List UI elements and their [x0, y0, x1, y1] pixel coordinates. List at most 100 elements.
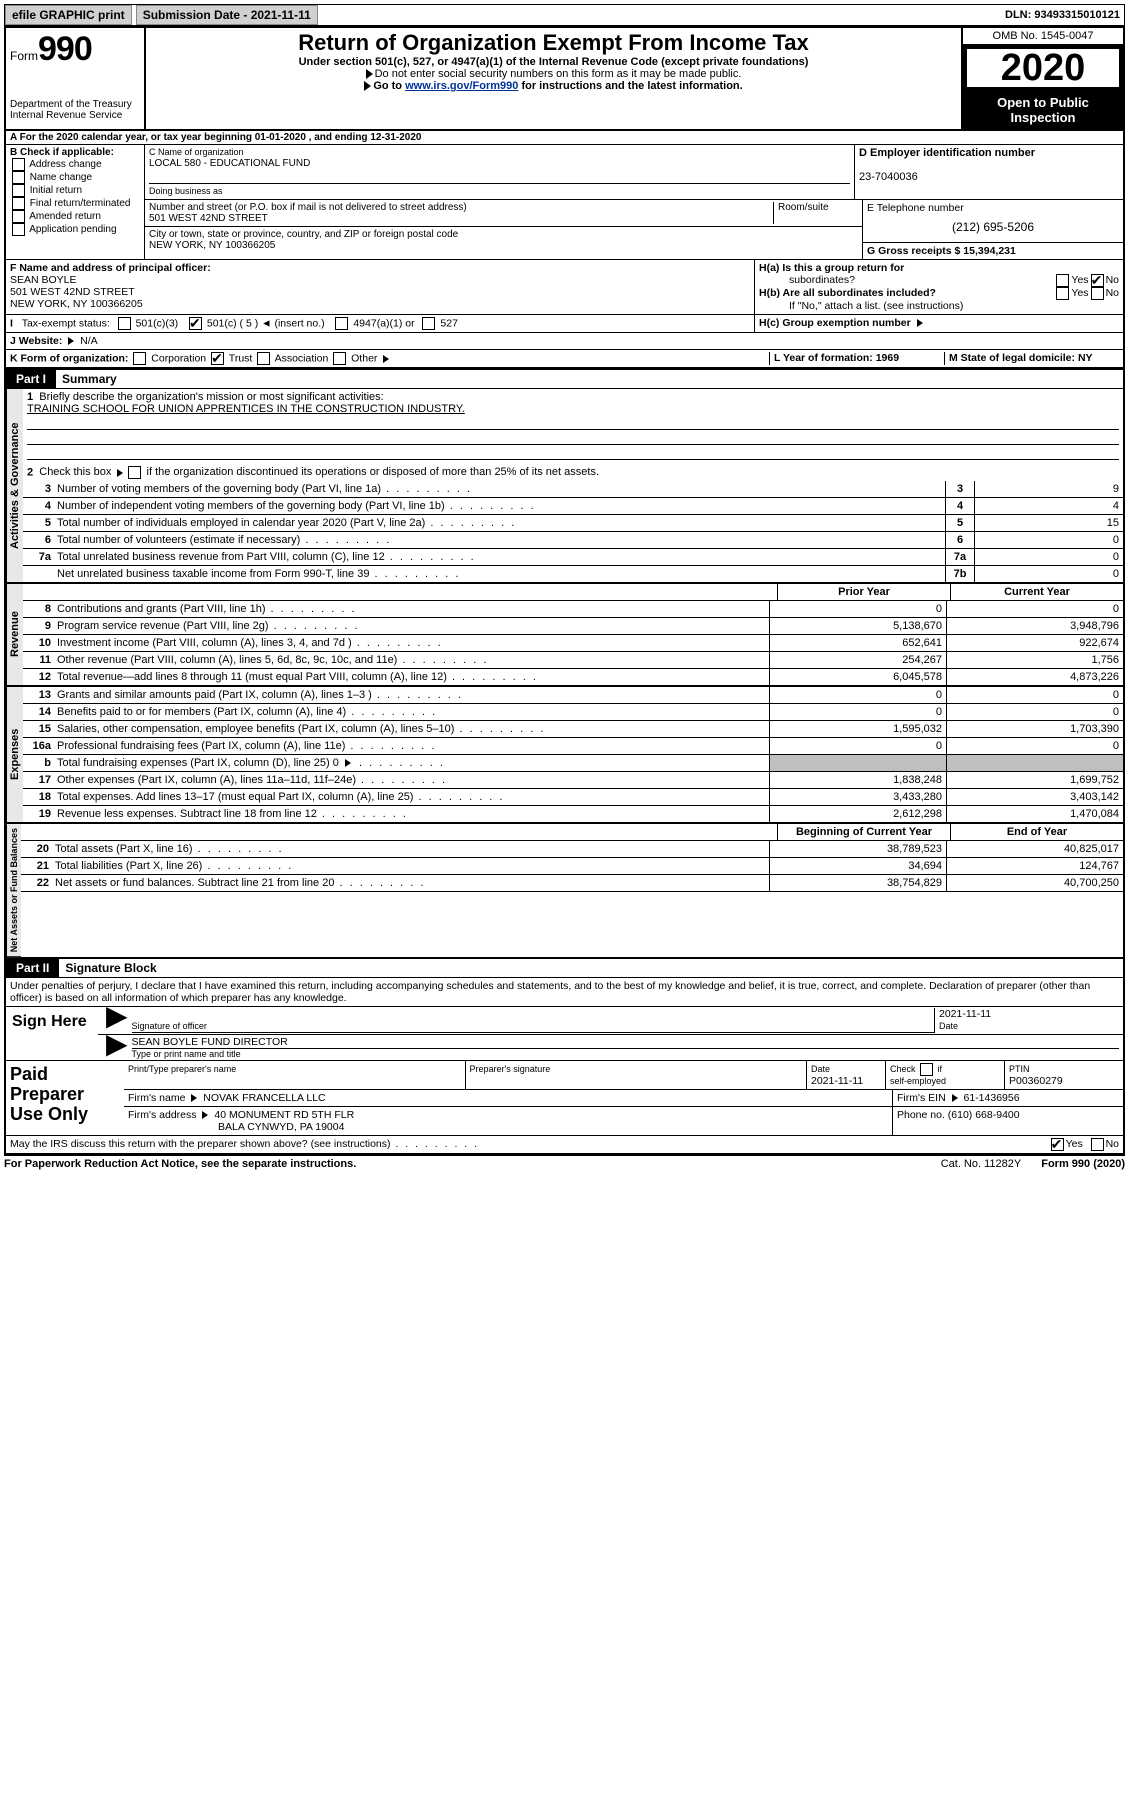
no-label: No	[1106, 274, 1119, 287]
summary-line: 12Total revenue—add lines 8 through 11 (…	[23, 669, 1123, 686]
yes-label: Yes	[1066, 1138, 1083, 1151]
addr-change-checkbox[interactable]	[12, 158, 25, 171]
501c-checkbox[interactable]	[189, 317, 202, 330]
opt-amended: Amended return	[29, 211, 101, 222]
firm-name-value: NOVAK FRANCELLA LLC	[203, 1092, 325, 1104]
initial-return-checkbox[interactable]	[12, 184, 25, 197]
top-bar: efile GRAPHIC print Submission Date - 20…	[4, 4, 1125, 26]
form-title-box: Return of Organization Exempt From Incom…	[146, 28, 961, 129]
mission-text: TRAINING SCHOOL FOR UNION APPRENTICES IN…	[27, 403, 465, 415]
line2-text: Check this box if the organization disco…	[39, 466, 599, 478]
box-f: F Name and address of principal officer:…	[6, 260, 755, 314]
part2-header: Part II Signature Block	[6, 957, 1123, 978]
page-footer: For Paperwork Reduction Act Notice, see …	[4, 1156, 1125, 1170]
box-d: D Employer identification number 23-7040…	[854, 145, 1123, 199]
self-employed-checkbox[interactable]	[920, 1063, 933, 1076]
open-inspection: Open to Public Inspection	[963, 91, 1123, 129]
triangle-icon	[952, 1094, 958, 1102]
triangle-icon	[364, 81, 371, 91]
firm-addr2-value: BALA CYNWYD, PA 19004	[128, 1121, 344, 1133]
summary-line: 17Other expenses (Part IX, column (A), l…	[23, 772, 1123, 789]
irs-link[interactable]: www.irs.gov/Form990	[405, 80, 518, 92]
dln-text: DLN: 93493315010121	[1005, 9, 1124, 21]
pending-checkbox[interactable]	[12, 223, 25, 236]
netassets-tab: Net Assets or Fund Balances	[6, 824, 21, 957]
box-b-title: B Check if applicable:	[10, 147, 114, 158]
year-formation: L Year of formation: 1969	[774, 352, 899, 364]
ha-no-checkbox[interactable]	[1091, 274, 1104, 287]
501c3-checkbox[interactable]	[118, 317, 131, 330]
type-name-label: Type or print name and title	[132, 1048, 1119, 1059]
hb-no-checkbox[interactable]	[1091, 287, 1104, 300]
yes-label: Yes	[1071, 274, 1088, 287]
begin-end-header: Beginning of Current Year End of Year	[21, 824, 1123, 841]
no-label: No	[1106, 1138, 1119, 1151]
summary-line: 16aProfessional fundraising fees (Part I…	[23, 738, 1123, 755]
triangle-icon	[383, 355, 389, 363]
4947-checkbox[interactable]	[335, 317, 348, 330]
527-checkbox[interactable]	[422, 317, 435, 330]
omb-number: OMB No. 1545-0047	[963, 28, 1123, 45]
ha-yes-checkbox[interactable]	[1056, 274, 1069, 287]
form-subtitle: Under section 501(c), 527, or 4947(a)(1)…	[152, 56, 955, 68]
box-hc: H(c) Group exemption number	[755, 315, 1123, 332]
triangle-icon	[917, 319, 923, 327]
summary-line: 22Net assets or fund balances. Subtract …	[21, 875, 1123, 892]
opt-assoc: Association	[275, 352, 329, 364]
name-change-checkbox[interactable]	[12, 171, 25, 184]
city-value: NEW YORK, NY 100366205	[149, 240, 275, 251]
discuss-no-checkbox[interactable]	[1091, 1138, 1104, 1151]
opt-527: 527	[440, 317, 458, 329]
line1-label: Briefly describe the organization's miss…	[39, 391, 383, 403]
year-box: OMB No. 1545-0047 2020 Open to Public In…	[961, 28, 1123, 129]
hb-yes-checkbox[interactable]	[1056, 287, 1069, 300]
opt-corp: Corporation	[151, 352, 206, 364]
opt-addr-change: Address change	[29, 159, 101, 170]
hb-label: H(b) Are all subordinates included?	[759, 287, 1054, 300]
firm-name-label: Firm's name	[128, 1092, 188, 1104]
end-year-header: End of Year	[950, 824, 1123, 840]
summary-line: 9Program service revenue (Part VIII, lin…	[23, 618, 1123, 635]
tax-year: 2020	[963, 45, 1123, 91]
triangle-icon	[366, 69, 373, 79]
prep-date-value: 2021-11-11	[811, 1075, 863, 1087]
efile-print-button[interactable]: efile GRAPHIC print	[5, 5, 132, 25]
summary-line: 4Number of independent voting members of…	[23, 498, 1123, 515]
gross-receipts: G Gross receipts $ 15,394,231	[867, 245, 1016, 257]
revenue-tab: Revenue	[6, 584, 23, 686]
ein-label: D Employer identification number	[859, 147, 1035, 159]
form-org-label: K Form of organization:	[10, 352, 128, 364]
row-k: K Form of organization: Corporation Trus…	[6, 350, 1123, 368]
expenses-tab: Expenses	[6, 687, 23, 823]
discuss-yes-checkbox[interactable]	[1051, 1138, 1064, 1151]
ssn-note: Do not enter social security numbers on …	[375, 68, 742, 80]
line2-checkbox[interactable]	[128, 466, 141, 479]
box-c-address: Number and street (or P.O. box if mail i…	[145, 200, 863, 259]
trust-checkbox[interactable]	[211, 352, 224, 365]
triangle-icon	[191, 1094, 197, 1102]
blank-line	[27, 432, 1119, 445]
triangle-icon	[68, 337, 74, 345]
summary-line: bTotal fundraising expenses (Part IX, co…	[23, 755, 1123, 772]
ein-value: 23-7040036	[859, 171, 918, 183]
opt-name-change: Name change	[30, 172, 92, 183]
goto-pre: Go to	[373, 80, 405, 92]
summary-line: 18Total expenses. Add lines 13–17 (must …	[23, 789, 1123, 806]
opt-501c5: 501(c) ( 5 )	[207, 317, 258, 329]
summary-line: Net unrelated business taxable income fr…	[23, 566, 1123, 583]
opt-other: Other	[351, 352, 377, 364]
prep-date-label: Date	[811, 1064, 830, 1074]
amended-checkbox[interactable]	[12, 210, 25, 223]
corp-checkbox[interactable]	[133, 352, 146, 365]
form-title: Return of Organization Exempt From Incom…	[152, 30, 955, 56]
other-checkbox[interactable]	[333, 352, 346, 365]
assoc-checkbox[interactable]	[257, 352, 270, 365]
summary-line: 6Total number of volunteers (estimate if…	[23, 532, 1123, 549]
officer-name: SEAN BOYLE	[10, 274, 77, 286]
box-e: E Telephone number (212) 695-5206	[863, 200, 1123, 243]
summary-line: 7aTotal unrelated business revenue from …	[23, 549, 1123, 566]
part1-header: Part I Summary	[6, 368, 1123, 389]
final-return-checkbox[interactable]	[12, 197, 25, 210]
website-label: J Website:	[10, 335, 62, 347]
submission-date-button[interactable]: Submission Date - 2021-11-11	[136, 5, 318, 25]
